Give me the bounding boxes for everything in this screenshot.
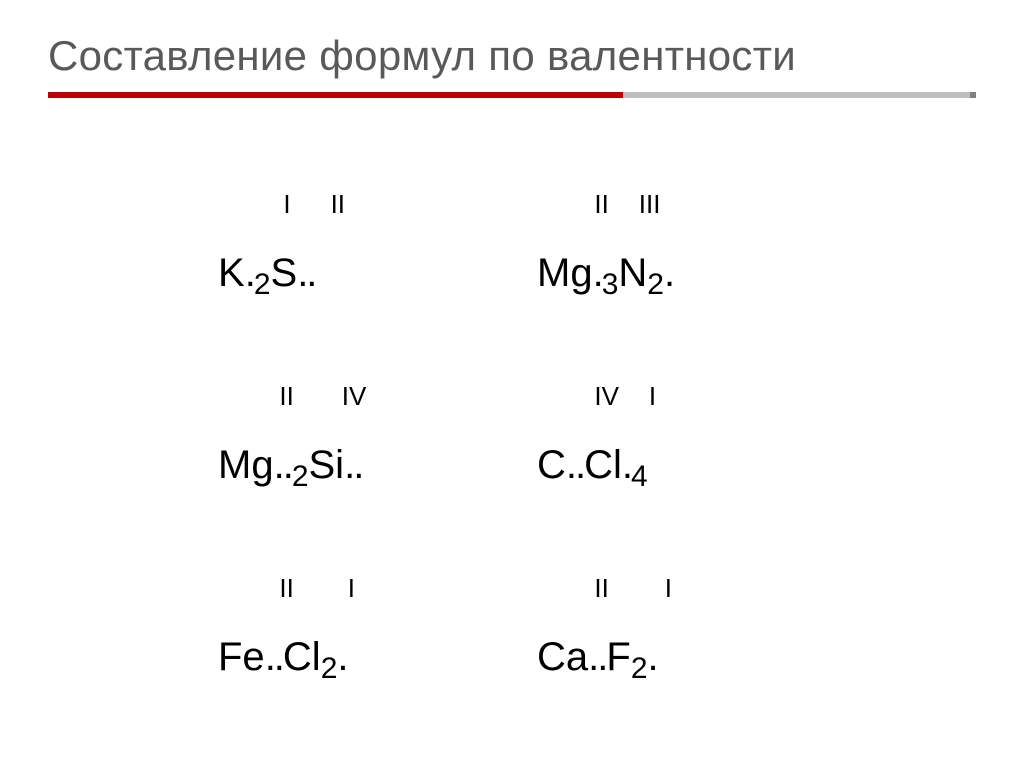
dots-a: . [245, 251, 254, 295]
element-b: N [618, 251, 647, 295]
compound-cell: II IV Mg..2Si.. [218, 350, 537, 488]
valence-row: III [218, 158, 537, 251]
dots-b: . [622, 443, 631, 487]
dots-a: .. [566, 443, 584, 487]
valence-b: IV [342, 381, 367, 412]
dots-b: . [648, 635, 657, 679]
valence-b: I [348, 573, 355, 604]
compound-cell: III K.2S.. [218, 158, 537, 296]
valence-a: II [279, 381, 293, 412]
subscript-b: 2 [631, 652, 648, 685]
element-b: F [606, 635, 630, 679]
element-a: Ca [537, 635, 588, 679]
formula-row: Fe..Cl2. [218, 635, 537, 680]
subscript-b: 2 [321, 652, 338, 685]
compound-cell: III Fe..Cl2. [218, 542, 537, 680]
dots-a: .. [588, 635, 606, 679]
valence-b: II [331, 189, 345, 220]
dots-b: . [337, 635, 346, 679]
valence-a: I [283, 189, 290, 220]
element-b: Si [309, 443, 345, 487]
subscript-a: 2 [292, 460, 309, 493]
subscript-a: 3 [602, 268, 619, 301]
subscript-b: 2 [647, 268, 664, 301]
valence-a: II [594, 189, 608, 220]
valence-row: III [537, 542, 856, 635]
formula-row: C..Cl.4 [537, 443, 856, 488]
divider-end-cap [970, 92, 976, 98]
valence-a: II [279, 573, 293, 604]
element-a: C [537, 443, 566, 487]
valence-b: III [639, 189, 661, 220]
valence-b: I [665, 573, 672, 604]
element-a: Mg [218, 443, 274, 487]
valence-row: IIIII [537, 158, 856, 251]
valence-a: II [594, 573, 608, 604]
valence-row: IV I [537, 350, 856, 443]
element-b: Cl [283, 635, 321, 679]
formula-row: K.2S.. [218, 251, 537, 296]
dots-a: .. [265, 635, 283, 679]
title-divider [48, 92, 976, 98]
subscript-b: 4 [631, 460, 648, 493]
divider-gray-segment [623, 92, 970, 98]
slide-title: Составление формул по валентности [48, 32, 976, 80]
formula-row: Mg.3N2. [537, 251, 856, 296]
formula-row: Mg..2Si.. [218, 443, 537, 488]
element-b: Cl [584, 443, 622, 487]
element-a: K [218, 251, 245, 295]
compound-cell: IVI C..Cl.4 [537, 350, 856, 488]
dots-b: . [664, 251, 673, 295]
formula-grid: III K.2S.. IIIII Mg.3N2. IIIV Mg..2Si.. … [48, 158, 976, 680]
dots-a: . [593, 251, 602, 295]
valence-row: II IV [218, 350, 537, 443]
element-a: Mg [537, 251, 593, 295]
element-b: S [271, 251, 298, 295]
dots-b: .. [344, 443, 362, 487]
valence-row: III [218, 542, 537, 635]
valence-b: I [649, 381, 656, 412]
subscript-a: 2 [254, 268, 271, 301]
element-a: Fe [218, 635, 265, 679]
dots-b: .. [297, 251, 315, 295]
dots-a: .. [274, 443, 292, 487]
divider-red-segment [48, 92, 623, 98]
valence-a: IV [594, 381, 619, 412]
compound-cell: III Ca..F2. [537, 542, 856, 680]
formula-row: Ca..F2. [537, 635, 856, 680]
compound-cell: IIIII Mg.3N2. [537, 158, 856, 296]
